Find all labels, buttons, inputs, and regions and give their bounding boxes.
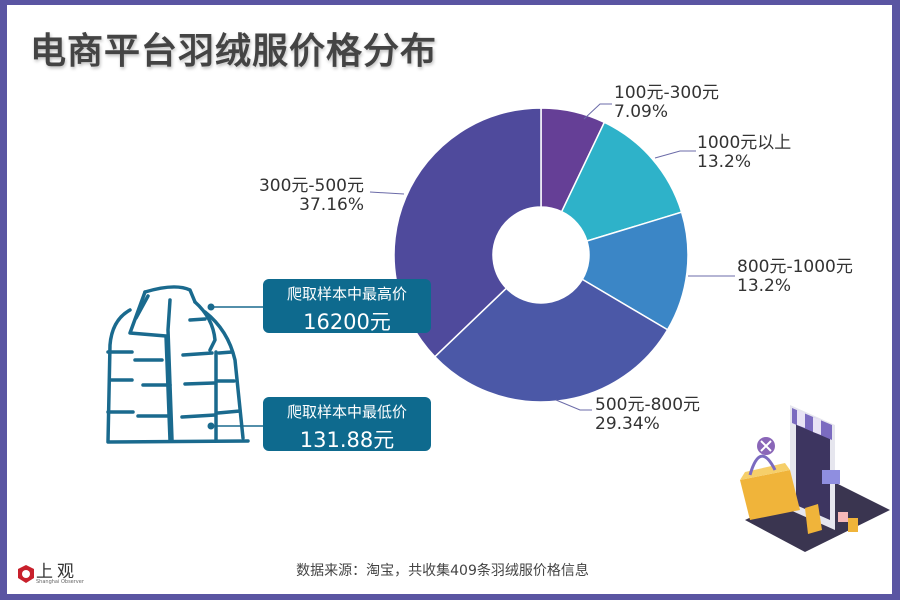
shopping-illustration-icon — [740, 405, 890, 552]
connector-lines — [211, 306, 265, 427]
min-price-label: 爬取样本中最低价 — [286, 403, 407, 421]
chart-title: 电商平台羽绒服价格分布 — [30, 31, 438, 72]
min-price-value: 131.88元 — [299, 428, 395, 452]
logo-text: 上观 — [36, 562, 78, 582]
donut-slices — [393, 107, 689, 403]
donut-slice — [433, 278, 669, 403]
label-100-300: 100元-300元 7.09% — [614, 83, 720, 122]
label-300-500: 300元-500元 37.16% — [258, 176, 364, 215]
max-price-label: 爬取样本中最高价 — [286, 285, 407, 303]
donut-slice — [560, 121, 683, 242]
connector-dot-min — [207, 422, 215, 430]
jacket-icon — [106, 285, 250, 444]
logo-subtext: Shanghai Observer — [36, 579, 84, 585]
data-source-note: 数据来源：淘宝，共收集409条羽绒服价格信息 — [296, 563, 589, 579]
label-500-800: 500元-800元 29.34% — [595, 395, 701, 434]
max-price-box: 爬取样本中最高价 16200元 — [263, 279, 431, 334]
label-800-1000: 800元-1000元 13.2% — [737, 257, 853, 296]
connector-dot-max — [207, 303, 215, 311]
min-price-box: 爬取样本中最低价 131.88元 — [263, 397, 431, 452]
max-price-value: 16200元 — [303, 310, 391, 334]
leader-lines — [369, 103, 735, 411]
label-1000-plus: 1000元以上 13.2% — [697, 133, 792, 172]
logo-icon — [18, 565, 34, 583]
donut-slice — [581, 211, 689, 331]
